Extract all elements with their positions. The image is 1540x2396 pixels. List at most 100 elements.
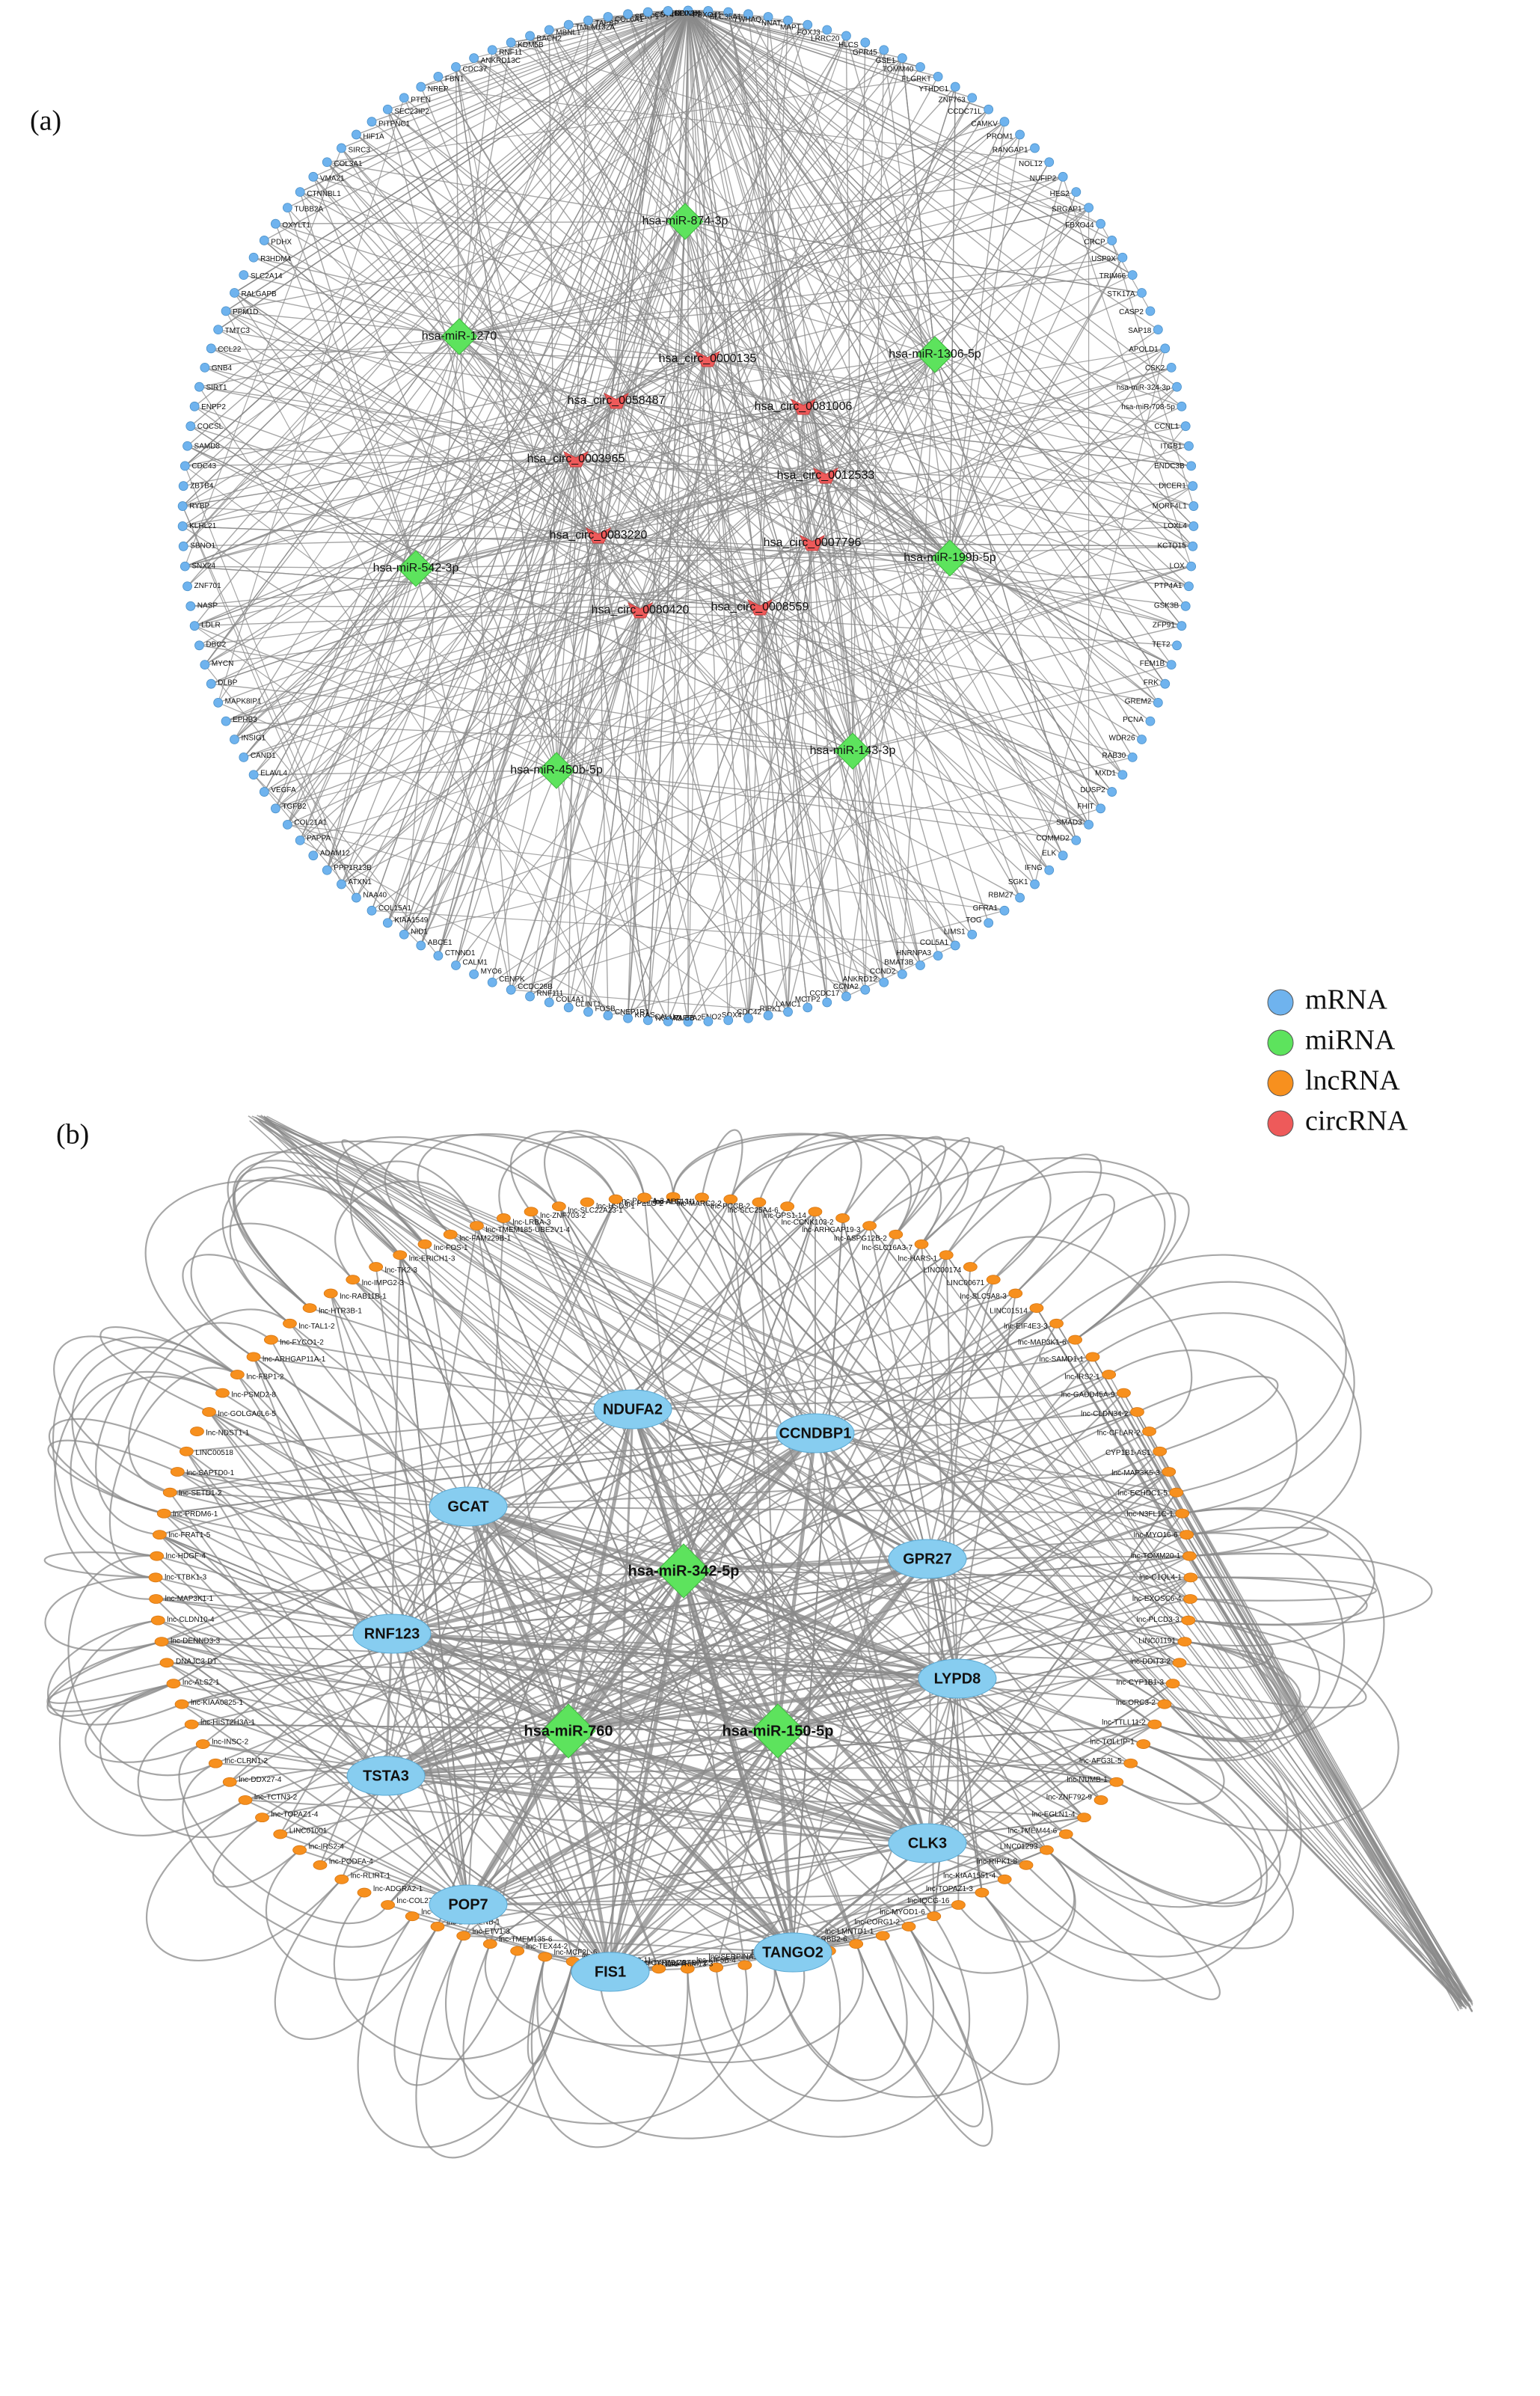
- edge: [845, 35, 853, 752]
- lncrna-label: lnc-ETV1-3: [473, 1928, 510, 1936]
- edge: [182, 400, 617, 527]
- lncrna-node: [246, 1352, 261, 1362]
- mrna-label: RALGAPB: [241, 290, 277, 298]
- lncrna-node: [1029, 1303, 1044, 1314]
- lncrna-label: lnc-TTBK1-3: [165, 1574, 207, 1582]
- mrna-node: [382, 104, 393, 114]
- mrna-node: [178, 481, 188, 491]
- edge: [1074, 1339, 1470, 2000]
- mrna-label: COMMD2: [1036, 834, 1070, 842]
- loop-edge: [1025, 1833, 1221, 2000]
- circrna-node: [790, 398, 817, 415]
- mrna-node: [337, 143, 346, 153]
- lncrna-node: [1142, 1427, 1156, 1436]
- mrna-label: DLBP: [218, 678, 237, 687]
- lncrna-label: lnc-TTLL11-2: [1102, 1719, 1146, 1727]
- edge: [825, 475, 1102, 809]
- edge: [949, 192, 1077, 559]
- mrna-node: [182, 441, 192, 451]
- mrna-label: SEC23IP2: [394, 108, 429, 116]
- edge: [610, 1577, 1191, 1973]
- edge: [575, 459, 1101, 809]
- edge: [682, 1569, 929, 1845]
- mrna-node: [230, 288, 239, 298]
- mrna-node: [239, 270, 249, 281]
- edge: [455, 67, 460, 337]
- mrna-node: [950, 82, 960, 92]
- mrna-label: COL21A1: [294, 819, 327, 827]
- edge: [169, 1492, 469, 1905]
- edge: [767, 557, 951, 1016]
- edge: [191, 1724, 779, 1732]
- mrna-label: FRK: [1144, 678, 1159, 687]
- edge: [385, 1775, 1117, 1783]
- edge: [163, 1513, 779, 1732]
- edge: [467, 1506, 830, 1952]
- edge: [777, 1730, 1117, 1783]
- edge: [608, 1729, 780, 1973]
- edge: [177, 1471, 779, 1732]
- edge: [225, 610, 641, 722]
- lncrna-label: lnc-KIAA0825-1: [191, 1699, 243, 1707]
- loop-edge: [108, 1367, 238, 1578]
- mrna-node: [185, 601, 196, 611]
- lncrna-node: [889, 1229, 904, 1240]
- mrna-label: NID1: [411, 928, 428, 937]
- loop-edge: [527, 1956, 574, 2065]
- mrna-label: DUSP2: [1080, 786, 1105, 794]
- mirna-label: hsa-miR-342-5p: [628, 1563, 740, 1579]
- lncrna-label: CYP1B1-AS1: [1105, 1449, 1151, 1457]
- mirna-node: [666, 203, 704, 240]
- edge: [371, 770, 557, 911]
- lncrna-node: [381, 1900, 395, 1910]
- edge: [415, 459, 577, 569]
- edge: [815, 1323, 1057, 1434]
- edge: [355, 134, 813, 544]
- lncrna-label: lnc-NUMB-1: [1067, 1776, 1108, 1784]
- lncrna-node: [346, 1275, 361, 1285]
- mirna-node: [834, 732, 871, 770]
- edge: [759, 607, 853, 752]
- edge: [759, 329, 1159, 608]
- mrna-label: CCDC71L: [948, 108, 982, 116]
- circrna-node: [603, 392, 630, 409]
- edge: [403, 535, 599, 935]
- edge: [639, 76, 939, 611]
- edge: [601, 1678, 958, 1966]
- edge: [683, 1570, 803, 1958]
- edge: [812, 542, 847, 997]
- mrna-node: [506, 984, 516, 995]
- mrna-node: [879, 977, 889, 987]
- edge: [601, 1570, 684, 1966]
- edge: [927, 1492, 1177, 1844]
- lncrna-label: lnc-HSD3-1: [596, 1203, 635, 1211]
- edge: [326, 162, 761, 608]
- lncrna-label: lnc-ORC3-2: [1116, 1699, 1156, 1707]
- edge: [274, 223, 417, 569]
- edge: [476, 1225, 794, 1953]
- loop-edge: [945, 1153, 1102, 1294]
- edge: [236, 1374, 611, 1973]
- edge: [326, 162, 853, 752]
- edge: [387, 10, 689, 110]
- edge: [182, 336, 460, 527]
- edge: [326, 162, 708, 360]
- mrna-label: COCSL: [197, 423, 224, 431]
- edge: [458, 336, 617, 402]
- edge: [327, 162, 686, 222]
- mrna-label: TANGO2: [762, 1944, 823, 1961]
- mrna-label: SGK1: [1008, 878, 1028, 886]
- mrna-label: FLGRKT: [902, 75, 931, 83]
- edge: [684, 221, 813, 544]
- loop-edge: [921, 1145, 1005, 1256]
- mrna-node: [583, 1007, 593, 1017]
- mrna-node: [888, 1539, 967, 1579]
- edge: [803, 207, 1090, 408]
- lncrna-node: [156, 1508, 171, 1519]
- mrna-node: [703, 6, 714, 16]
- edge: [747, 13, 936, 355]
- legend-swatch: [1267, 989, 1294, 1016]
- edge: [792, 1849, 1047, 1953]
- mrna-label: PROM1: [987, 133, 1013, 141]
- edge: [210, 406, 804, 684]
